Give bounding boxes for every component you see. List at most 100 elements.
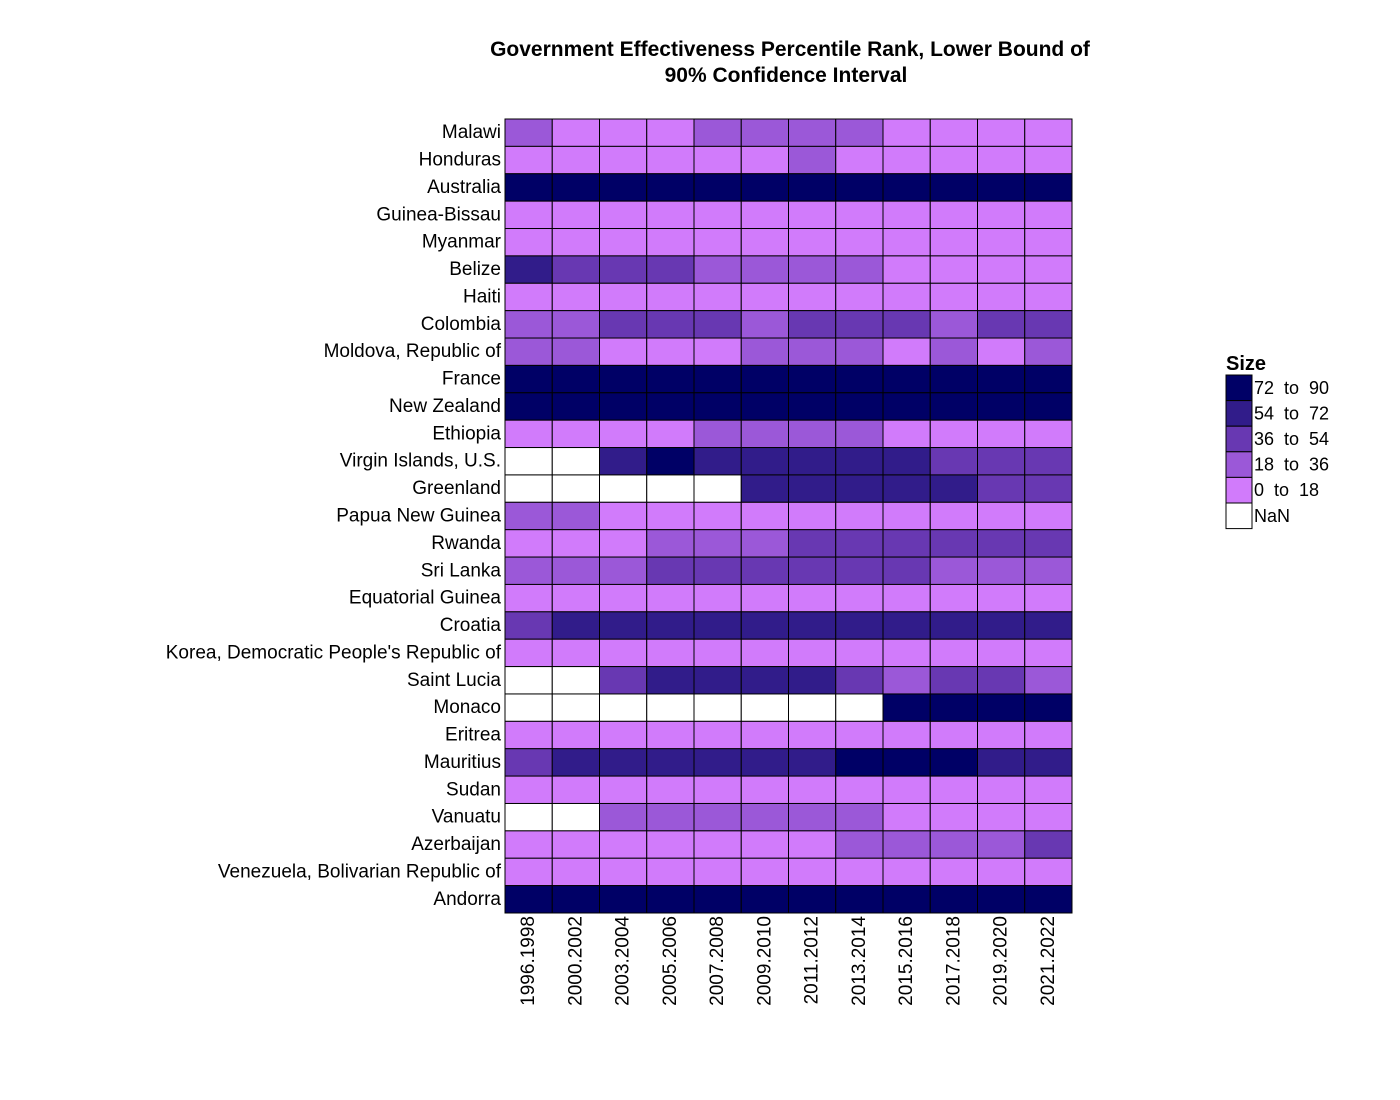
- column-label-2000-2002: 2000.2002: [565, 916, 586, 1006]
- cell-ethiopia-2000-2002: [551, 419, 600, 449]
- cell-sudan-2003-2004: [599, 775, 648, 804]
- legend-label-36-to-54: 36 to 54: [1254, 429, 1329, 449]
- cell-virgin-islands-u-s-2021-2022: [1024, 447, 1073, 476]
- cell-sudan-2017-2018: [929, 775, 978, 804]
- cell-sudan-2013-2014: [835, 775, 884, 804]
- cell-venezuela-bolivarian-republic-of-2011-2012: [788, 857, 837, 887]
- cell-new-zealand-2017-2018: [929, 392, 978, 421]
- row-label-saint-lucia: Saint Lucia: [407, 670, 501, 691]
- cell-ethiopia-1996-1998: [504, 419, 553, 449]
- cell-rwanda-2011-2012: [788, 529, 837, 558]
- cell-andorra-2011-2012: [788, 885, 837, 914]
- cell-haiti-2021-2022: [1024, 282, 1073, 312]
- column-label-2013-2014: 2013.2014: [849, 916, 870, 1006]
- column-label-2007-2008: 2007.2008: [707, 916, 728, 1006]
- cell-guinea-bissau-2019-2020: [977, 200, 1026, 230]
- cell-korea-democratic-people-s-republic-of-2005-2006: [646, 638, 695, 668]
- cell-new-zealand-2003-2004: [599, 392, 648, 421]
- cell-belize-2019-2020: [977, 255, 1026, 284]
- cell-australia-2007-2008: [693, 173, 742, 202]
- cell-azerbaijan-2021-2022: [1024, 830, 1073, 859]
- cell-azerbaijan-2000-2002: [551, 830, 600, 859]
- column-label-2015-2016: 2015.2016: [896, 916, 917, 1006]
- cell-eritrea-2011-2012: [788, 720, 837, 750]
- cell-haiti-2015-2016: [882, 282, 931, 312]
- cell-papua-new-guinea-1996-1998: [504, 501, 553, 531]
- cell-venezuela-bolivarian-republic-of-2003-2004: [599, 857, 648, 887]
- chart-title-line-1: Government Effectiveness Percentile Rank…: [490, 38, 1091, 61]
- cell-new-zealand-1996-1998: [504, 392, 553, 421]
- cell-myanmar-2019-2020: [977, 228, 1026, 257]
- cell-haiti-2017-2018: [929, 282, 978, 312]
- cell-australia-2021-2022: [1024, 173, 1073, 202]
- legend-label-0-to-18: 0 to 18: [1254, 480, 1319, 500]
- cell-haiti-2007-2008: [693, 282, 742, 312]
- cell-moldova-republic-of-2021-2022: [1024, 337, 1073, 366]
- cell-greenland-2013-2014: [835, 474, 884, 503]
- cell-monaco-2009-2010: [740, 693, 789, 722]
- legend-swatch-36-to-54: [1225, 425, 1253, 453]
- cell-azerbaijan-2011-2012: [788, 830, 837, 859]
- cell-saint-lucia-2015-2016: [882, 666, 931, 695]
- row-label-colombia: Colombia: [421, 314, 502, 335]
- cell-australia-1996-1998: [504, 173, 553, 202]
- cell-eritrea-2005-2006: [646, 720, 695, 750]
- cell-haiti-2019-2020: [977, 282, 1026, 312]
- cell-myanmar-2005-2006: [646, 228, 695, 257]
- cell-virgin-islands-u-s-2019-2020: [977, 447, 1026, 476]
- cell-sudan-2019-2020: [977, 775, 1026, 804]
- cell-malawi-2019-2020: [977, 118, 1026, 147]
- cell-ethiopia-2003-2004: [599, 419, 648, 449]
- cell-equatorial-guinea-2021-2022: [1024, 583, 1073, 613]
- row-label-rwanda: Rwanda: [431, 533, 501, 554]
- cell-croatia-2000-2002: [551, 611, 600, 640]
- cell-croatia-2009-2010: [740, 611, 789, 640]
- row-label-eritrea: Eritrea: [445, 725, 501, 746]
- cell-eritrea-2007-2008: [693, 720, 742, 750]
- cell-haiti-2013-2014: [835, 282, 884, 312]
- cell-france-2005-2006: [646, 364, 695, 394]
- cell-colombia-2013-2014: [835, 310, 884, 339]
- cell-colombia-2021-2022: [1024, 310, 1073, 339]
- cell-venezuela-bolivarian-republic-of-2005-2006: [646, 857, 695, 887]
- cell-equatorial-guinea-2013-2014: [835, 583, 884, 613]
- cell-monaco-2007-2008: [693, 693, 742, 722]
- cell-vanuatu-2009-2010: [740, 802, 789, 832]
- cell-eritrea-1996-1998: [504, 720, 553, 750]
- cell-sri-lanka-2017-2018: [929, 556, 978, 585]
- cell-greenland-1996-1998: [504, 474, 553, 503]
- cell-venezuela-bolivarian-republic-of-2019-2020: [977, 857, 1026, 887]
- cell-vanuatu-2017-2018: [929, 802, 978, 832]
- cell-honduras-2000-2002: [551, 145, 600, 175]
- cell-croatia-2013-2014: [835, 611, 884, 640]
- cell-andorra-2007-2008: [693, 885, 742, 914]
- cell-belize-2000-2002: [551, 255, 600, 284]
- cell-rwanda-2013-2014: [835, 529, 884, 558]
- cell-sri-lanka-2005-2006: [646, 556, 695, 585]
- row-labels: Malawi Honduras Australia Guinea-Bissau Myan…: [166, 122, 502, 910]
- cell-moldova-republic-of-2005-2006: [646, 337, 695, 366]
- cell-guinea-bissau-2015-2016: [882, 200, 931, 230]
- cell-guinea-bissau-2007-2008: [693, 200, 742, 230]
- cell-rwanda-2007-2008: [693, 529, 742, 558]
- cell-saint-lucia-2003-2004: [599, 666, 648, 695]
- cell-belize-2005-2006: [646, 255, 695, 284]
- cell-australia-2015-2016: [882, 173, 931, 202]
- cell-greenland-2007-2008: [693, 474, 742, 503]
- cell-papua-new-guinea-2015-2016: [882, 501, 931, 531]
- cell-vanuatu-2007-2008: [693, 802, 742, 832]
- cell-ethiopia-2005-2006: [646, 419, 695, 449]
- cell-azerbaijan-1996-1998: [504, 830, 553, 859]
- cell-sri-lanka-2007-2008: [693, 556, 742, 585]
- column-label-2017-2018: 2017.2018: [943, 916, 964, 1006]
- cell-croatia-2003-2004: [599, 611, 648, 640]
- cell-malawi-2007-2008: [693, 118, 742, 147]
- cell-croatia-2007-2008: [693, 611, 742, 640]
- cell-monaco-2005-2006: [646, 693, 695, 722]
- cell-myanmar-2013-2014: [835, 228, 884, 257]
- cell-vanuatu-2013-2014: [835, 802, 884, 832]
- cell-france-2007-2008: [693, 364, 742, 394]
- row-label-korea-democratic-people-s-republic-of: Korea, Democratic People's Republic of: [166, 642, 502, 663]
- cell-croatia-2005-2006: [646, 611, 695, 640]
- cell-azerbaijan-2009-2010: [740, 830, 789, 859]
